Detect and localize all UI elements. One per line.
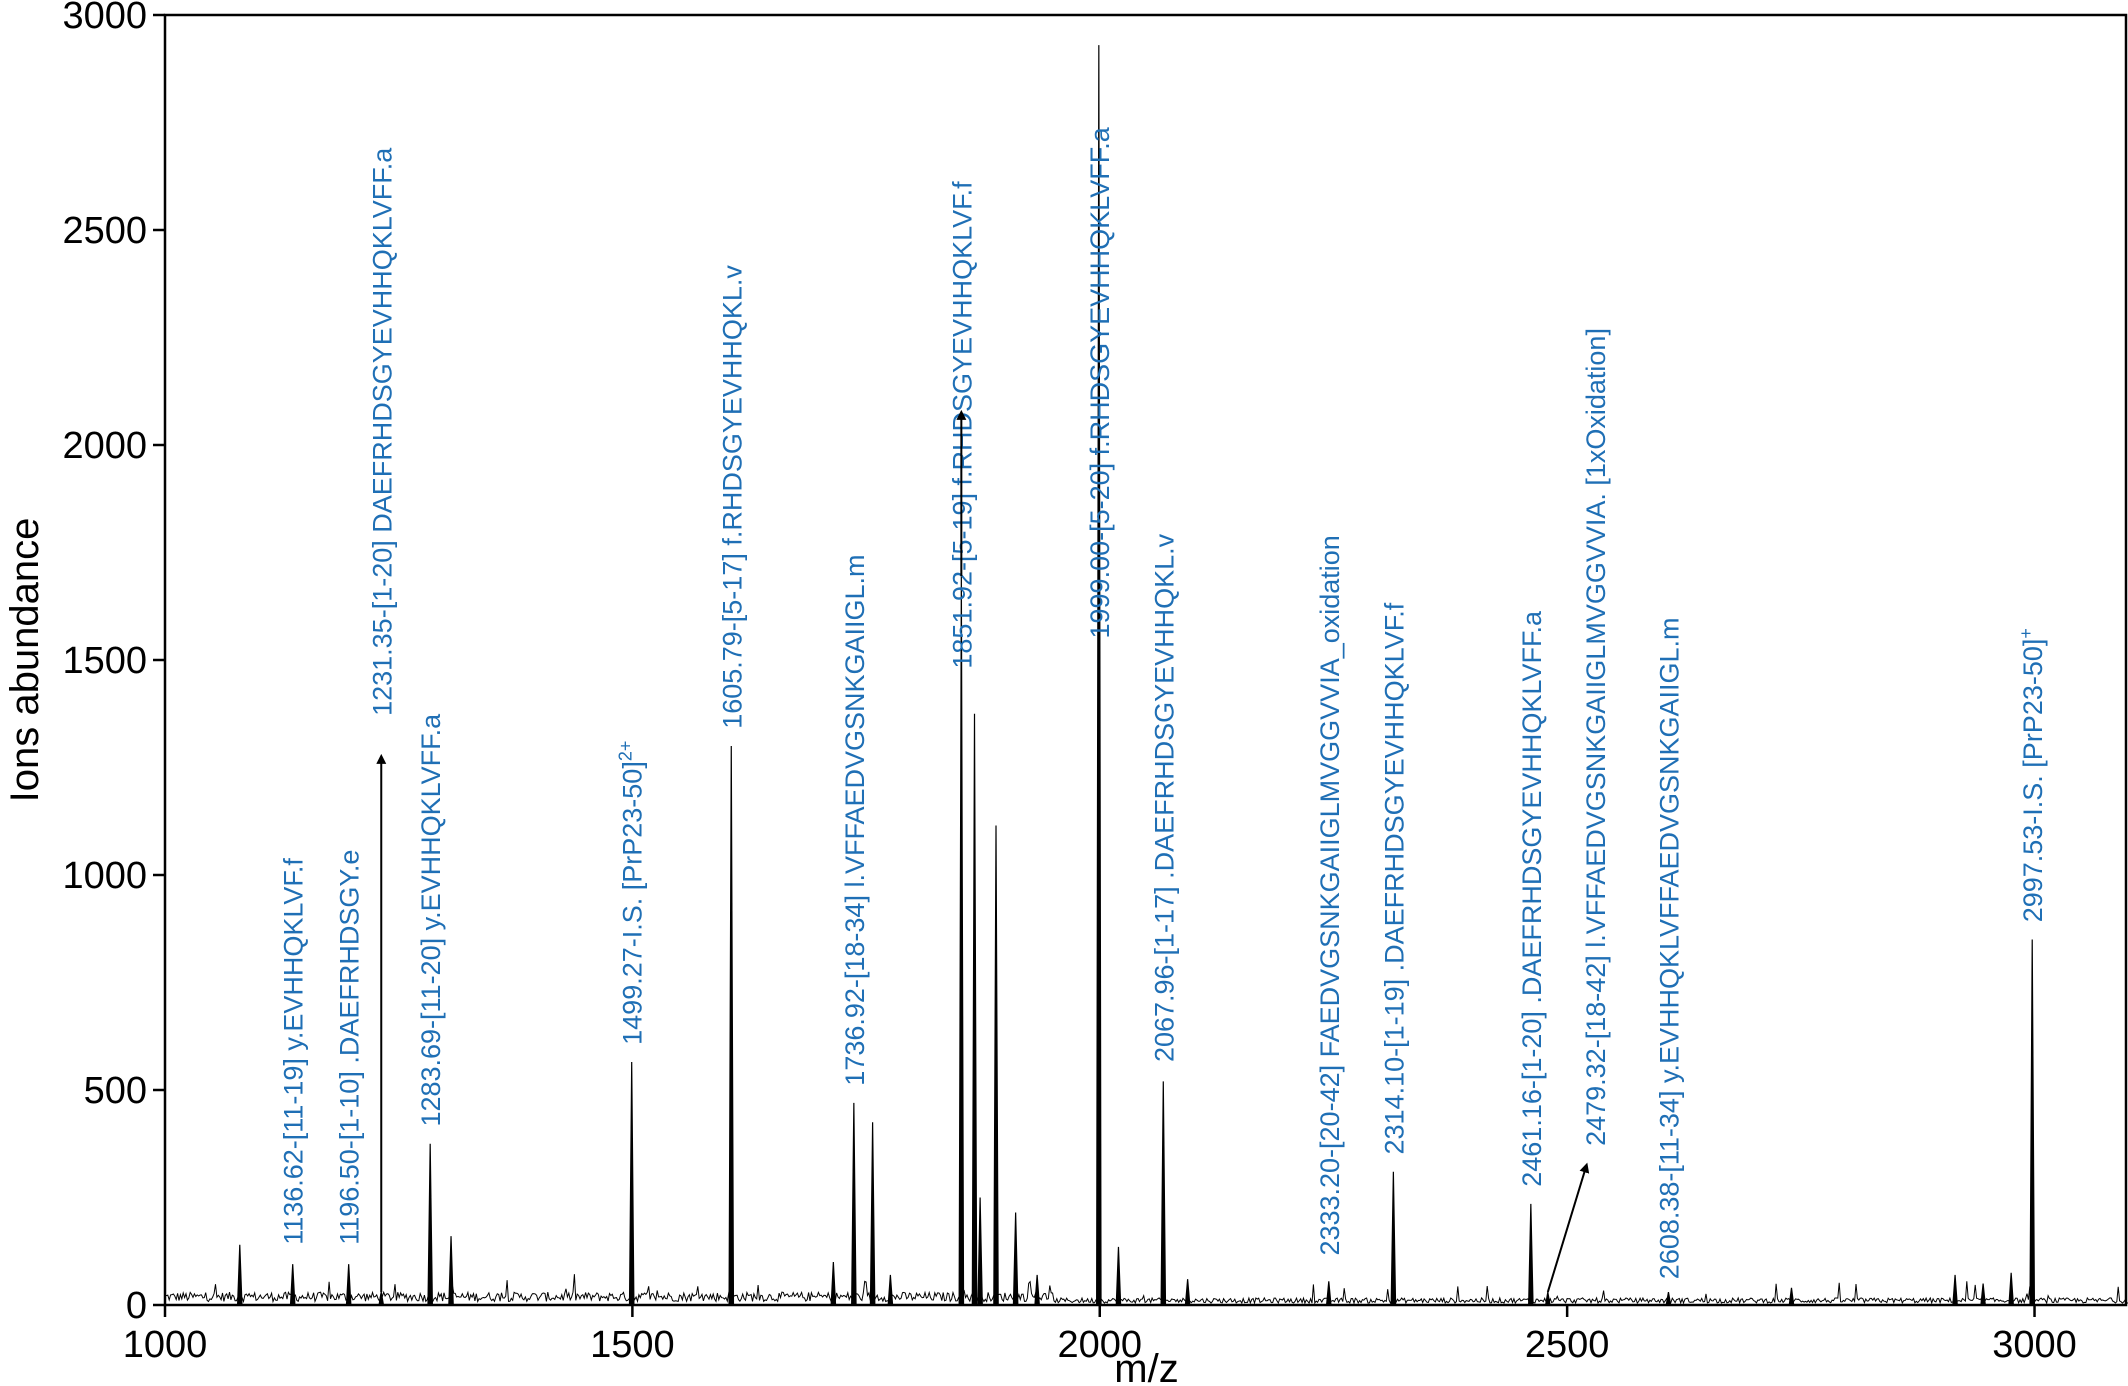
peak-annotation: 1283.69-[11-20] y.EVHHQKLVFF.a: [416, 713, 446, 1127]
y-tick-label: 2500: [62, 210, 147, 252]
x-tick-label: 1500: [590, 1324, 675, 1366]
annotation-text: 1136.62-[11-19] y.EVHHQKLVF.f: [279, 858, 309, 1245]
spectrum-peak: [1528, 1203, 1534, 1306]
y-axis-title: Ions abundance: [3, 518, 47, 803]
spectrum-peak: [628, 1062, 635, 1306]
spectrum-peak: [1788, 1287, 1795, 1306]
annotation-text: 1196.50-[1-10] .DAEFRHDSGY.e: [335, 850, 365, 1245]
peak-annotation: 1136.62-[11-19] y.EVHHQKLVF.f: [279, 858, 309, 1245]
annotation-text: 2608.38-[11-34] y.EVHHQKLVFFAEDVGSNKGAII…: [1654, 617, 1684, 1279]
annotation-text: 1499.27-I.S. [PrP23-50]: [618, 761, 648, 1045]
plot-frame: [163, 13, 2128, 1307]
peak-annotation: 2461.16-[1-20] .DAEFRHDSGYEVHHQKLVFF.a: [1517, 610, 1547, 1187]
peak-annotation: 2479.32-[18-42] l.VFFAEDVGSNKGAIIGLMVGGV…: [1581, 328, 1611, 1146]
spectrum-peak: [1544, 1291, 1551, 1306]
x-tick-label: 2500: [1525, 1324, 1610, 1366]
annotation-text: 2997.53-I.S. [PrP23-50]: [2018, 639, 2048, 923]
peak-annotation: 1499.27-I.S. [PrP23-50]2+: [616, 741, 648, 1045]
spectrum-peak: [1980, 1283, 1986, 1306]
spectrum-peak: [1115, 1246, 1122, 1306]
spectrum-peak: [887, 1274, 894, 1306]
annotation-text: 2314.10-[1-19] .DAEFRHDSGYEVHHQKLVF.f: [1379, 602, 1409, 1154]
y-tick-label: 0: [126, 1285, 147, 1327]
noise-baseline: [164, 1274, 2128, 1305]
spectrum-peak: [1390, 1171, 1397, 1306]
peak-annotation: 1231.35-[1-20] DAEFRHDSGYEVHHQKLVFF.a: [367, 147, 397, 716]
peak-annotation: 1605.79-[5-17] f.RHDSGYEVHHQKL.v: [717, 265, 747, 729]
x-tick-label: 3000: [1992, 1324, 2077, 1366]
ticks-layer: 1000 1500 2000 2500 3000 0 500 1000 1500 2000 2500…: [62, 0, 2076, 1366]
axes-layer: [163, 13, 2128, 1307]
annotation-text: 1231.35-[1-20] DAEFRHDSGYEVHHQKLVFF.a: [367, 147, 397, 716]
spectrum-peak: [1034, 1274, 1040, 1306]
spectrum-peak: [993, 825, 999, 1306]
peak-annotation: 1196.50-[1-10] .DAEFRHDSGY.e: [335, 850, 365, 1245]
spectrum-peak: [728, 745, 735, 1306]
spectrum-peak: [448, 1236, 454, 1306]
y-tick-label: 3000: [62, 0, 147, 37]
peak-annotation: 2314.10-[1-19] .DAEFRHDSGYEVHHQKLVF.f: [1379, 602, 1409, 1154]
peak-annotation: 2608.38-[11-34] y.EVHHQKLVFFAEDVGSNKGAII…: [1654, 617, 1684, 1279]
annotation-text: 1283.69-[11-20] y.EVHHQKLVFF.a: [416, 713, 446, 1127]
spectrum-peak: [345, 1264, 352, 1306]
spectrum-peak: [1012, 1212, 1019, 1306]
spectrum-peak: [2029, 939, 2036, 1306]
peak-annotation: 1736.92-[18-34] l.VFFAEDVGSNKGAIIGL.m: [840, 554, 870, 1085]
spectrum-peak: [1325, 1281, 1332, 1306]
spectrum-peak: [1952, 1274, 1958, 1306]
peak-annotation: 2997.53-I.S. [PrP23-50]+: [2016, 628, 2048, 922]
annotation-layer: 1136.62-[11-19] y.EVHHQKLVF.f 1196.50-[1-…: [279, 126, 2048, 1293]
annotation-text: 2067.96-[1-17] .DAEFRHDSGYEVHHQKL.v: [1149, 533, 1179, 1062]
annotation-superscript: +: [2016, 628, 2036, 639]
annotation-text: 2461.16-[1-20] .DAEFRHDSGYEVHHQKLVFF.a: [1517, 610, 1547, 1187]
spectrum-peak: [958, 576, 965, 1306]
spectrum-peak: [427, 1143, 433, 1306]
x-tick-label: 2000: [1057, 1324, 1142, 1366]
spectrum-peak: [289, 1264, 296, 1306]
spectrum-peak: [971, 713, 978, 1306]
spectrum-peak: [1665, 1291, 1672, 1306]
annotation-arrow: [1546, 1162, 1590, 1293]
spectrum-peak: [851, 1102, 857, 1306]
y-tick-label: 2000: [62, 425, 147, 467]
x-tick-label: 1000: [123, 1324, 208, 1366]
spectrum-peak: [977, 1197, 983, 1306]
spectrum-peak: [2008, 1272, 2014, 1306]
y-tick-label: 1500: [62, 640, 147, 682]
annotation-superscript: 2+: [616, 741, 636, 762]
spectrum-peak: [1160, 1081, 1167, 1306]
annotation-text: 2333.20-[20-42] FAEDVGSNKGAIIGLMVGGVVIA_…: [1315, 535, 1345, 1255]
spectrum-peak: [830, 1261, 837, 1306]
annotation-text: 2479.32-[18-42] l.VFFAEDVGSNKGAIIGLMVGGV…: [1581, 328, 1611, 1146]
y-tick-label: 1000: [62, 855, 147, 897]
x-axis-title: m/z: [1114, 1347, 1178, 1386]
spectrum-peak: [869, 1122, 876, 1306]
y-tick-label: 500: [84, 1070, 147, 1112]
spectrum-peak: [1184, 1279, 1191, 1306]
annotation-text: 1736.92-[18-34] l.VFFAEDVGSNKGAIIGL.m: [840, 554, 870, 1085]
peak-annotation: 2333.20-[20-42] FAEDVGSNKGAIIGLMVGGVVIA_…: [1315, 535, 1345, 1255]
annotation-text: 1999.00-[5-20] f.RHDSGYEVHHQKLVFF.a: [1085, 126, 1115, 638]
spectrum-peak: [236, 1244, 243, 1306]
peak-annotation: 1999.00-[5-20] f.RHDSGYEVHHQKLVFF.a: [1085, 126, 1115, 638]
annotation-text: 1605.79-[5-17] f.RHDSGYEVHHQKL.v: [717, 265, 747, 729]
peak-annotation: 2067.96-[1-17] .DAEFRHDSGYEVHHQKL.v: [1149, 533, 1179, 1062]
spectrum-layer: [164, 45, 2128, 1306]
